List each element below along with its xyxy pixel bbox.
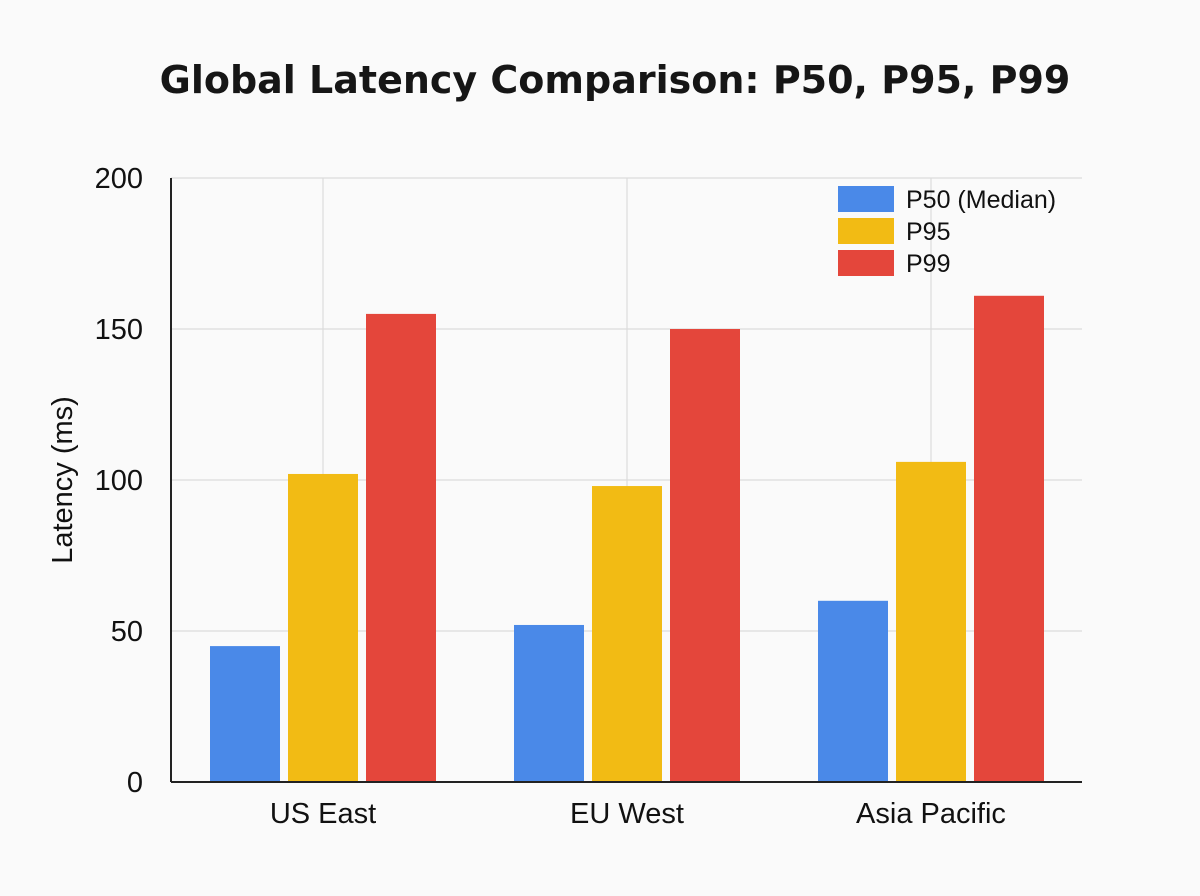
y-tick-label: 200 xyxy=(95,163,143,195)
bar-p50-median-eu-west xyxy=(514,624,584,782)
legend: P50 (Median) P95 P99 xyxy=(838,186,1056,278)
y-tick-labels: 0 50 100 150 200 xyxy=(95,163,143,799)
legend-swatch xyxy=(838,250,894,276)
bars xyxy=(210,295,1044,782)
bar-p50-median-asia-pacific xyxy=(818,600,888,782)
y-tick-label: 50 xyxy=(111,616,143,648)
bar-p99-eu-west xyxy=(670,329,740,782)
bar-p99-us-east xyxy=(366,313,436,782)
bar-p50-median-us-east xyxy=(210,646,280,782)
bar-p95-us-east xyxy=(288,473,358,782)
x-tick-label: US East xyxy=(270,798,376,830)
x-tick-labels: US East EU West Asia Pacific xyxy=(270,798,1006,830)
legend-label: P99 xyxy=(906,250,950,278)
y-tick-label: 100 xyxy=(95,465,143,497)
x-tick-label: Asia Pacific xyxy=(856,798,1006,830)
legend-swatch xyxy=(838,218,894,244)
chart-title: Global Latency Comparison: P50, P95, P99 xyxy=(160,58,1071,102)
bar-p99-asia-pacific xyxy=(974,295,1044,782)
bar-p95-asia-pacific xyxy=(896,461,966,782)
legend-label: P95 xyxy=(906,218,950,246)
y-tick-label: 150 xyxy=(95,314,143,346)
y-axis-label: Latency (ms) xyxy=(47,396,79,564)
x-tick-label: EU West xyxy=(570,798,684,830)
y-tick-label: 0 xyxy=(127,767,143,799)
bar-p95-eu-west xyxy=(592,486,662,782)
legend-label: P50 (Median) xyxy=(906,186,1056,214)
legend-swatch xyxy=(838,186,894,212)
axes xyxy=(170,178,1082,783)
